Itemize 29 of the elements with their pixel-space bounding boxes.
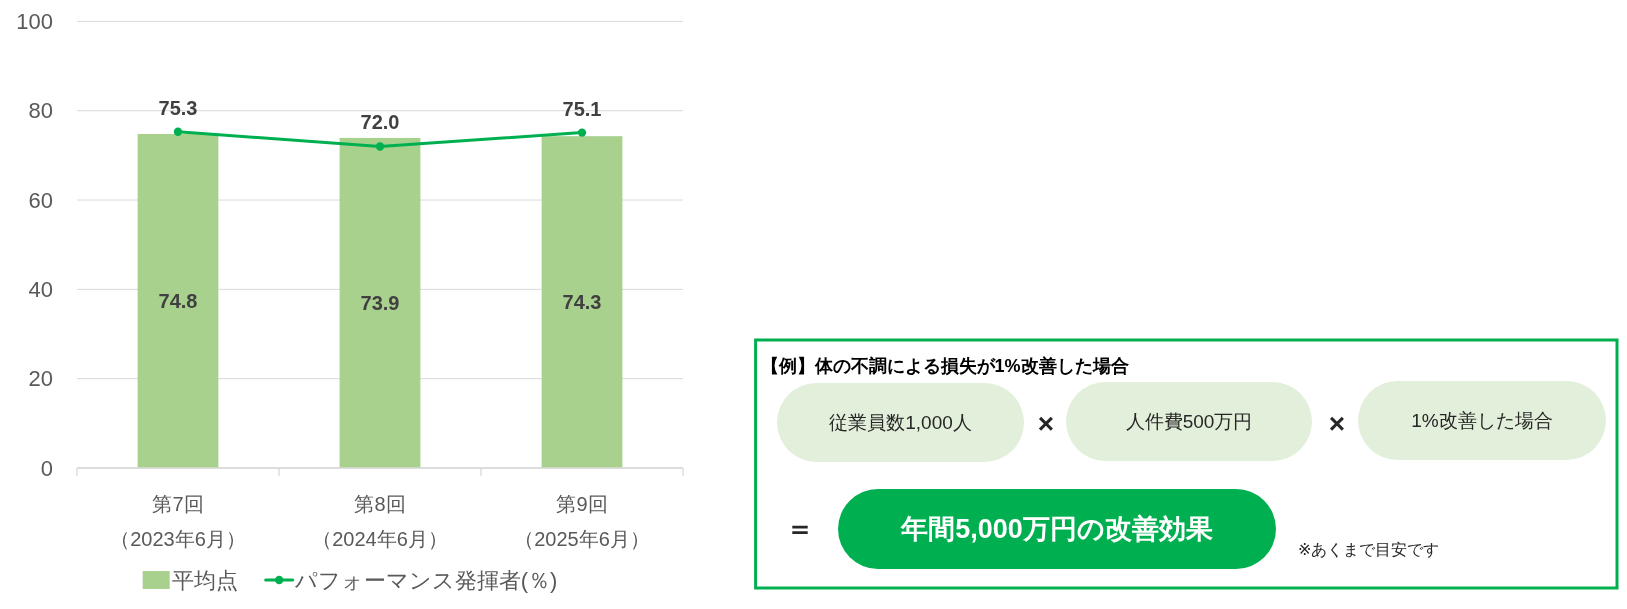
point: [173, 127, 183, 136]
y-tick-label: 60: [28, 187, 53, 213]
text: ＝: [786, 512, 814, 544]
text: 年間5,000万円の改善効果: [900, 514, 1213, 544]
text: 1%改善した場合: [1411, 410, 1553, 431]
text: 【例】体の不調による損失が1%改善した場合: [760, 356, 1129, 376]
data-label: 72.0: [360, 111, 400, 134]
data-label: 73.9: [360, 291, 400, 314]
point: [577, 128, 587, 137]
text: 人件費500万円: [1125, 411, 1253, 432]
legend-label: パフォーマンス発揮者(％): [293, 567, 558, 593]
y-tick-label: 20: [28, 366, 53, 392]
x-tick-label: 第8回（2024年6月）: [312, 493, 448, 550]
y-tick-label: 80: [28, 98, 53, 124]
x-tick-label: 第7回（2023年6月）: [110, 493, 246, 550]
data-label: 74.8: [158, 289, 198, 312]
text: ×: [1037, 407, 1055, 439]
x-tick-label: 第9回（2025年6月）: [514, 493, 650, 550]
y-tick-label: 40: [28, 276, 53, 302]
point: [375, 142, 385, 151]
y-tick-label: 0: [40, 455, 53, 481]
data-label: 74.3: [562, 291, 602, 314]
data-label: 75.1: [562, 97, 602, 120]
legend-label: 平均点: [171, 567, 238, 593]
text: ×: [1328, 407, 1346, 439]
y-tick-label: 100: [16, 8, 53, 34]
data-label: 75.3: [158, 96, 198, 119]
text: ※あくまで目安です: [1298, 540, 1440, 558]
text: 従業員数1,000人: [829, 412, 972, 433]
